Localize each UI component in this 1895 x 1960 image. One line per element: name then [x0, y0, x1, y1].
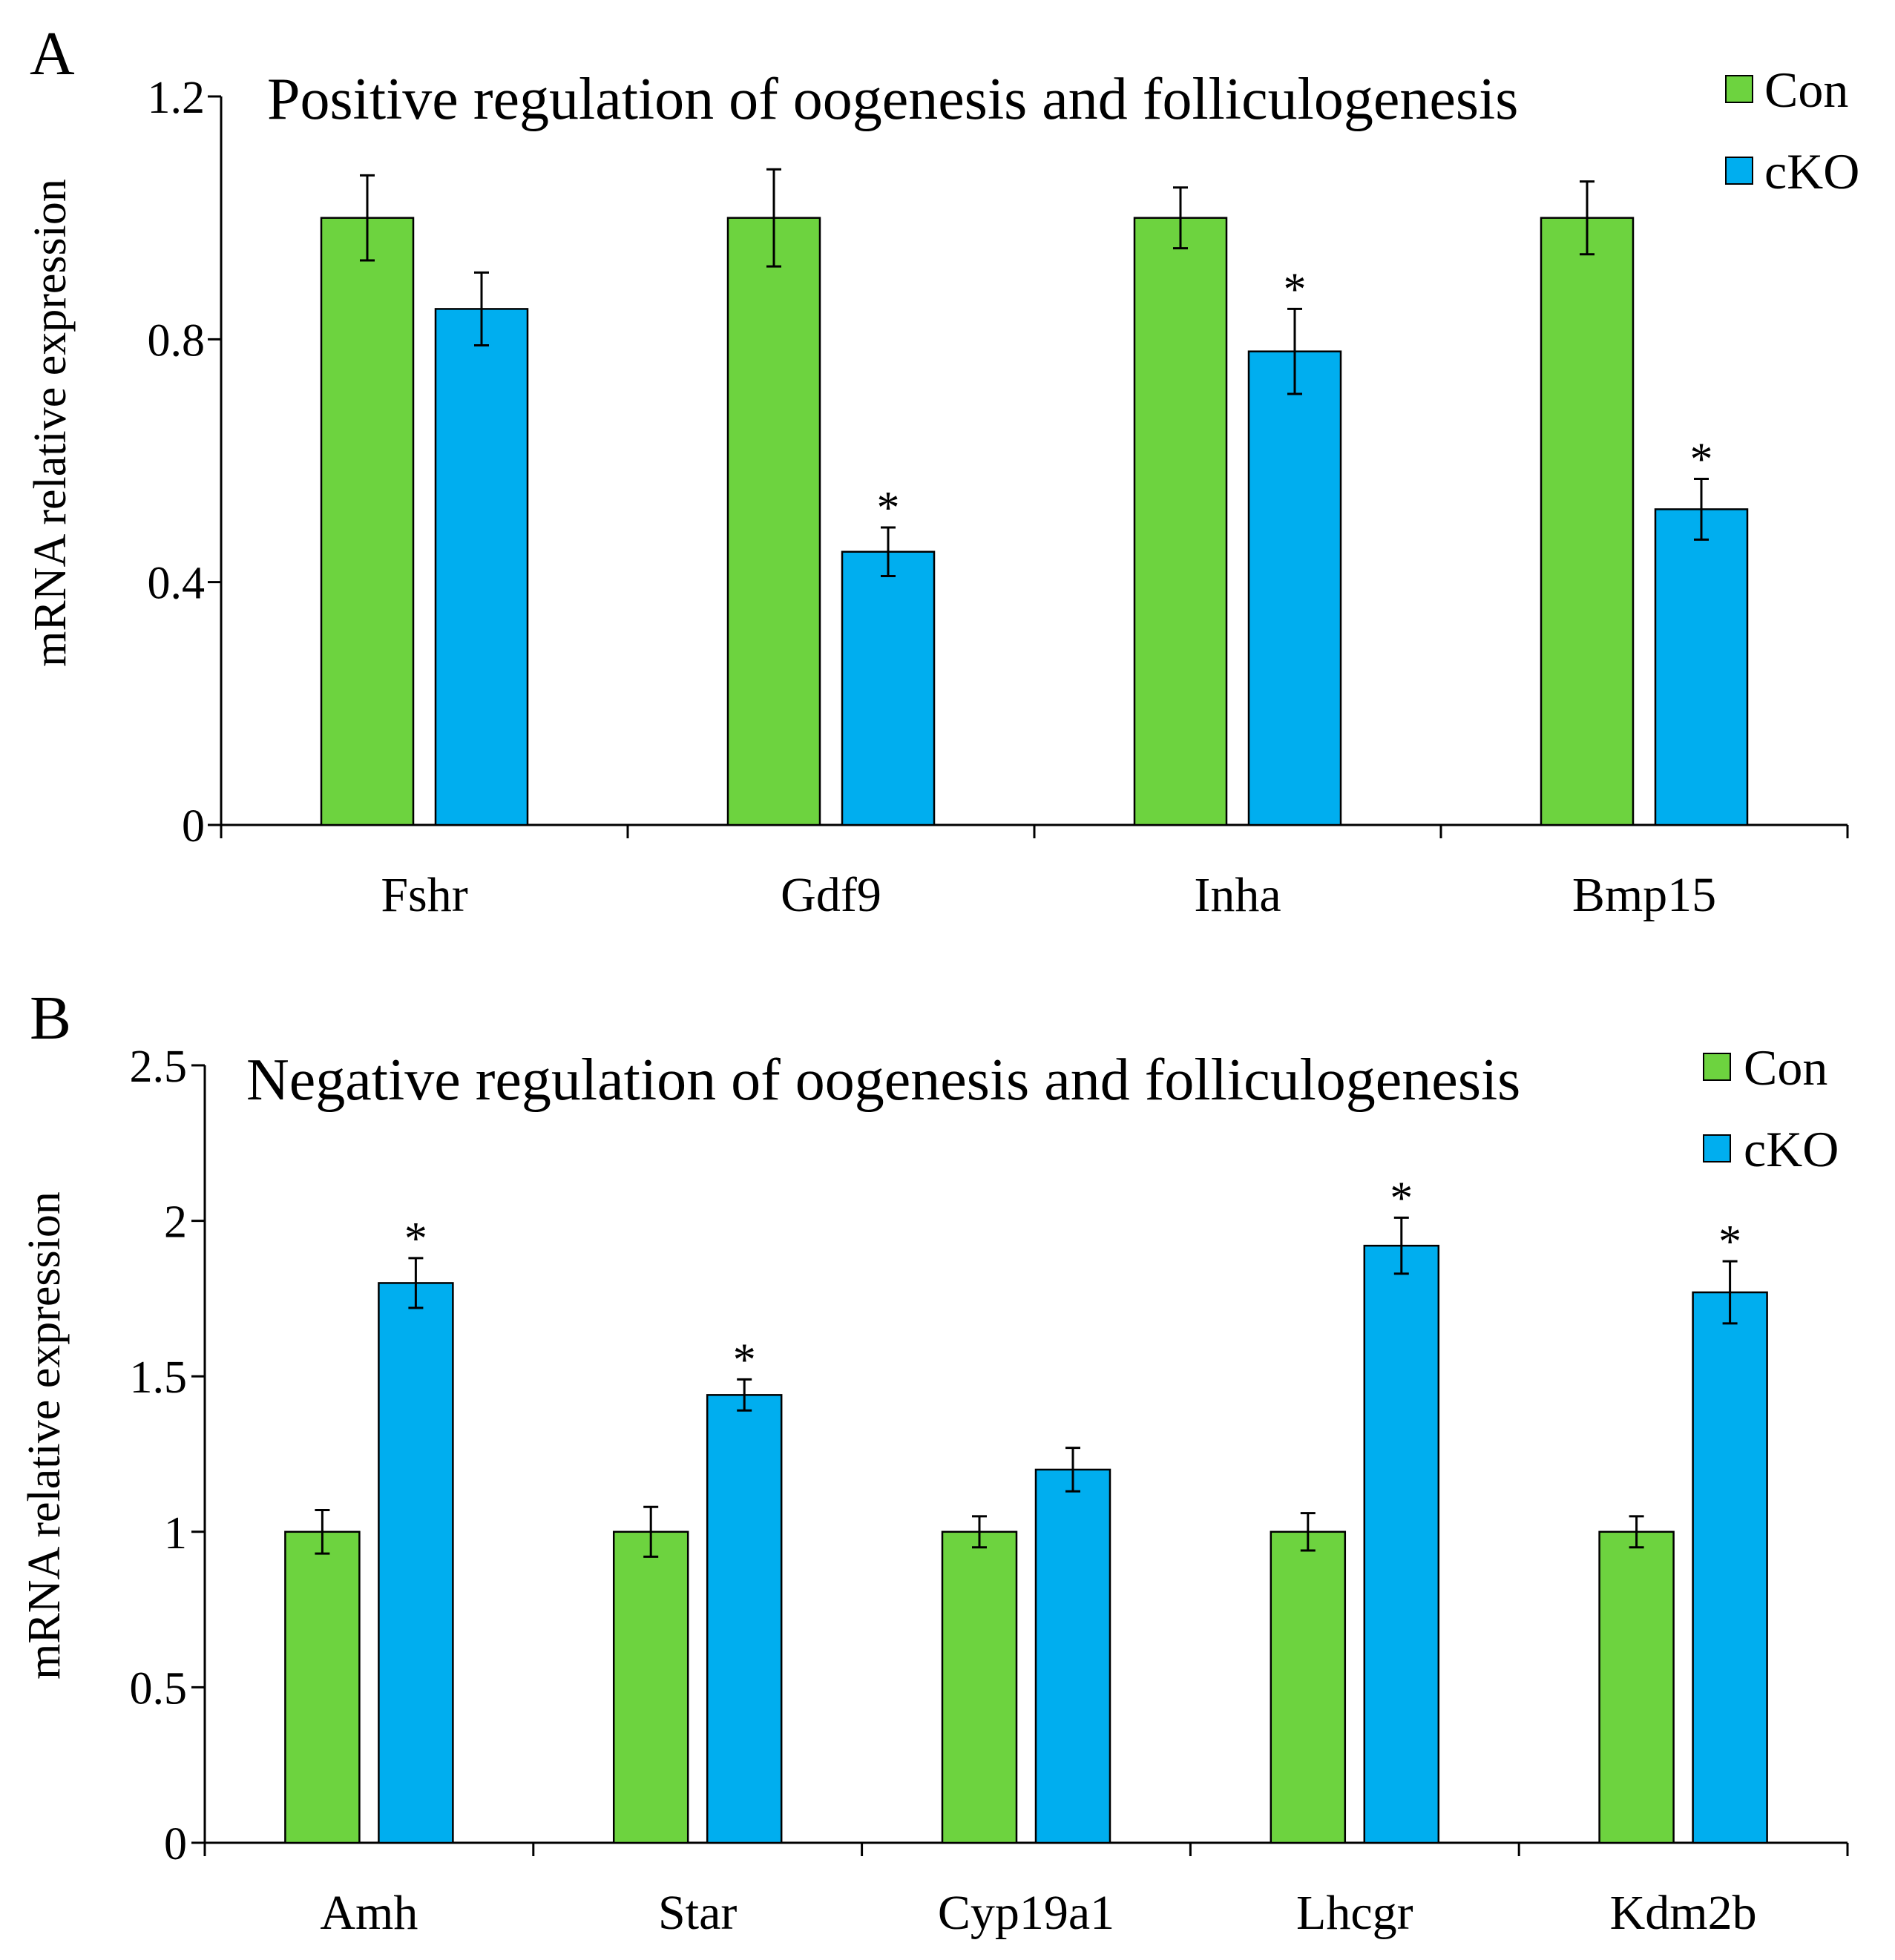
- panel-a-y-tick-label: 0: [182, 801, 205, 852]
- panel-b-marks: 0 0.5 1 1.5 2 2.5 * Amh * Star Cyp19a1 * Lhcgr * Kdm2b: [130, 1042, 1849, 1940]
- panel-a-bar-con-inha: [1133, 217, 1228, 826]
- panel-a-category-label: Inha: [1194, 868, 1281, 922]
- panel-a-bar-con-bmp15: [1540, 217, 1635, 826]
- panel-a-marks: 0 0.4 0.8 1.2 Fshr * Gdf9 * Inha * Bmp15: [148, 73, 1849, 922]
- panel-b-significance-marker: *: [1718, 1217, 1741, 1267]
- panel-b-category-label: Cyp19a1: [938, 1886, 1114, 1940]
- panel-a-bar-cko-gdf9: [841, 550, 936, 826]
- panel-b-category-label: Lhcgr: [1296, 1886, 1413, 1940]
- panel-a-title: Positive regulation of oogenesis and fol…: [267, 67, 1518, 132]
- panel-b-bar-con-kdm2b: [1598, 1530, 1675, 1844]
- legend-cko-swatch: [1725, 157, 1753, 185]
- panel-a-bar-cko-bmp15: [1654, 508, 1749, 826]
- legend-cko-label: cKO: [1744, 1121, 1839, 1177]
- panel-b-significance-marker: *: [1390, 1173, 1413, 1223]
- panel-b-bar-cko-star: [706, 1394, 783, 1844]
- panel-b-legend: Con cKO: [1703, 1039, 1839, 1177]
- panel-a-category-label: Fshr: [381, 868, 467, 922]
- panel-b-category-label: Kdm2b: [1610, 1886, 1757, 1940]
- panel-a-significance-marker: *: [1284, 264, 1307, 315]
- legend-con-swatch: [1725, 75, 1753, 103]
- panel-a-significance-marker: *: [1690, 435, 1713, 485]
- panel-b-title: Negative regulation of oogenesis and fol…: [246, 1048, 1520, 1113]
- panel-a-bar-cko-fshr: [434, 308, 529, 826]
- panel-b-y-tick-label: 2.5: [130, 1042, 188, 1092]
- panel-a-bar-con-gdf9: [726, 217, 821, 826]
- panel-a-bar-cko-inha: [1247, 350, 1342, 826]
- legend-cko-swatch: [1703, 1134, 1731, 1162]
- panel-a-category-label: Bmp15: [1572, 868, 1716, 922]
- panel-b-y-tick-label: 0.5: [130, 1663, 188, 1714]
- panel-b-bar-con-lhcgr: [1270, 1530, 1347, 1844]
- panel-b-bar-cko-cyp19a1: [1034, 1468, 1111, 1844]
- panel-b-y-tick-label: 0: [164, 1819, 187, 1869]
- panel-a-y-tick-label: 0.4: [148, 559, 206, 609]
- panel-b-category-label: Amh: [320, 1886, 418, 1940]
- panel-a-y-tick-label: 1.2: [148, 73, 206, 123]
- panel-a-category-label: Gdf9: [781, 868, 881, 922]
- panel-b-y-tick-label: 1: [164, 1508, 187, 1559]
- panel-b-y-tick-label: 2: [164, 1197, 187, 1248]
- panel-a-significance-marker: *: [877, 483, 900, 533]
- panel-a: A Positive regulation of oogenesis and f…: [25, 19, 1859, 922]
- panel-b-bar-con-star: [612, 1530, 689, 1844]
- panel-a-y-tick-label: 0.8: [148, 315, 206, 366]
- panel-b-letter: B: [30, 984, 71, 1053]
- legend-con-swatch: [1703, 1053, 1731, 1081]
- legend-cko-label: cKO: [1764, 143, 1859, 200]
- legend-con-label: Con: [1744, 1039, 1827, 1096]
- panel-b-significance-marker: *: [733, 1335, 756, 1385]
- panel-b-bar-cko-lhcgr: [1363, 1244, 1440, 1844]
- legend-con-label: Con: [1764, 62, 1848, 118]
- panel-a-letter: A: [30, 19, 75, 88]
- panel-a-legend: Con cKO: [1725, 62, 1859, 200]
- panel-b: B Negative regulation of oogenesis and f…: [19, 984, 1849, 1940]
- panel-b-bar-con-cyp19a1: [941, 1530, 1018, 1844]
- panel-b-bar-cko-amh: [378, 1282, 454, 1844]
- panel-b-y-tick-label: 1.5: [130, 1352, 188, 1403]
- panel-b-category-label: Star: [658, 1886, 737, 1940]
- panel-a-y-axis-title: mRNA relative expression: [25, 179, 76, 667]
- panel-a-bar-con-fshr: [320, 217, 415, 826]
- panel-b-bar-con-amh: [284, 1530, 361, 1844]
- panel-b-y-axis-title: mRNA relative expression: [19, 1191, 70, 1680]
- panel-b-bar-cko-kdm2b: [1692, 1291, 1768, 1844]
- panel-b-significance-marker: *: [404, 1214, 427, 1264]
